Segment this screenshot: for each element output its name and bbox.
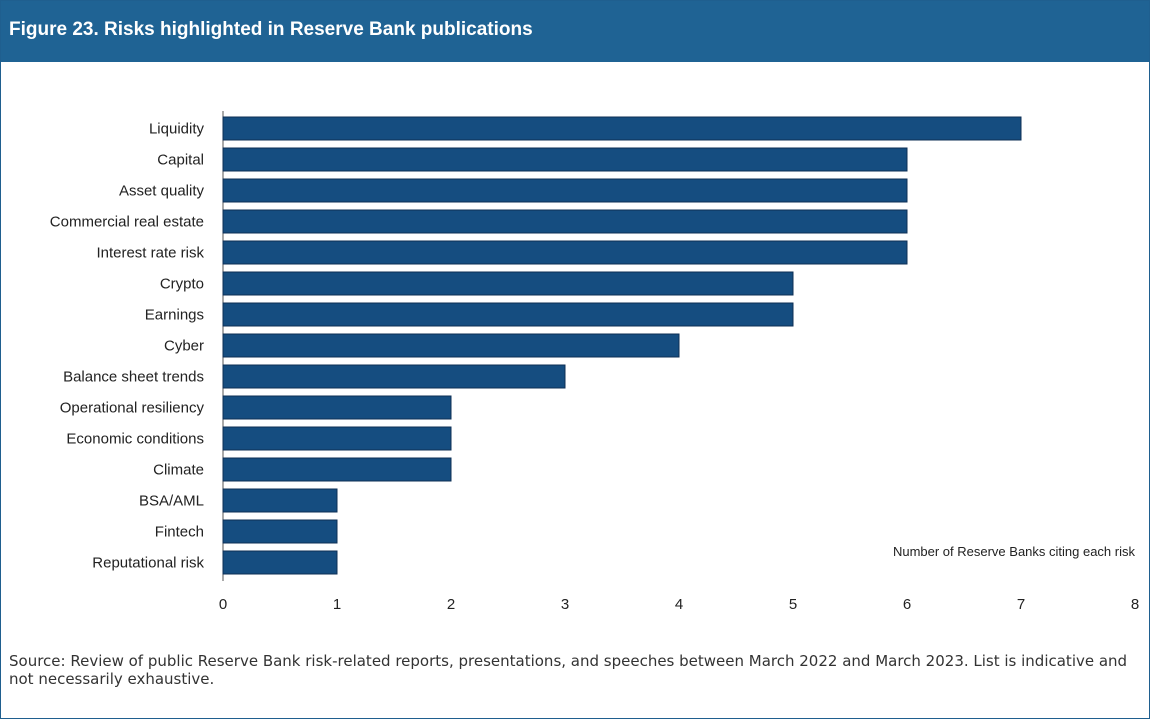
category-label: Balance sheet trends bbox=[63, 369, 204, 386]
figure-title: Figure 23. Risks highlighted in Reserve … bbox=[9, 19, 533, 40]
bar-earnings bbox=[222, 302, 794, 327]
bar-cyber bbox=[222, 333, 680, 358]
x-tick-label: 0 bbox=[219, 596, 227, 613]
category-label: Climate bbox=[153, 462, 204, 479]
bar-chart: Liquidity Capital Asset quality Commercial … bbox=[50, 111, 1139, 613]
category-label: Capital bbox=[157, 152, 204, 169]
category-label: Reputational risk bbox=[92, 555, 204, 572]
x-tick-label: 6 bbox=[903, 596, 911, 613]
category-label: Commercial real estate bbox=[50, 214, 204, 231]
bar-capital bbox=[222, 147, 908, 172]
category-label: BSA/AML bbox=[139, 493, 204, 510]
x-tick-label: 8 bbox=[1131, 596, 1139, 613]
category-label: Operational resiliency bbox=[60, 400, 205, 417]
category-label: Interest rate risk bbox=[96, 245, 204, 262]
bar-economic-conditions bbox=[222, 426, 452, 451]
bar-climate bbox=[222, 457, 452, 482]
x-tick-label: 4 bbox=[675, 596, 683, 613]
bar-operational-resiliency bbox=[222, 395, 452, 420]
x-tick-label: 5 bbox=[789, 596, 797, 613]
category-label: Asset quality bbox=[119, 183, 205, 200]
bar-liquidity bbox=[222, 116, 1022, 141]
bars-group bbox=[222, 116, 1022, 575]
category-label: Earnings bbox=[145, 307, 204, 324]
x-axis-title: Number of Reserve Banks citing each risk bbox=[893, 544, 1136, 559]
bar-bsa-aml bbox=[222, 488, 338, 513]
category-labels: Liquidity Capital Asset quality Commercial … bbox=[50, 121, 205, 572]
figure-header: Figure 23. Risks highlighted in Reserve … bbox=[1, 1, 1149, 62]
category-label: Economic conditions bbox=[66, 431, 204, 448]
bar-commercial-real-estate bbox=[222, 209, 908, 234]
x-tick-label: 2 bbox=[447, 596, 455, 613]
x-tick-label: 3 bbox=[561, 596, 569, 613]
category-label: Liquidity bbox=[149, 121, 205, 138]
category-label: Crypto bbox=[160, 276, 204, 293]
bar-crypto bbox=[222, 271, 794, 296]
category-label: Cyber bbox=[164, 338, 204, 355]
category-label: Fintech bbox=[155, 524, 204, 541]
x-tick-label: 1 bbox=[333, 596, 341, 613]
bar-fintech bbox=[222, 519, 338, 544]
x-tick-label: 7 bbox=[1017, 596, 1025, 613]
x-tick-labels: 0 1 2 3 4 5 6 7 8 bbox=[219, 596, 1139, 613]
bar-asset-quality bbox=[222, 178, 908, 203]
bar-balance-sheet-trends bbox=[222, 364, 566, 389]
bar-reputational-risk bbox=[222, 550, 338, 575]
source-note: Source: Review of public Reserve Bank ri… bbox=[9, 652, 1128, 688]
bar-interest-rate-risk bbox=[222, 240, 908, 265]
